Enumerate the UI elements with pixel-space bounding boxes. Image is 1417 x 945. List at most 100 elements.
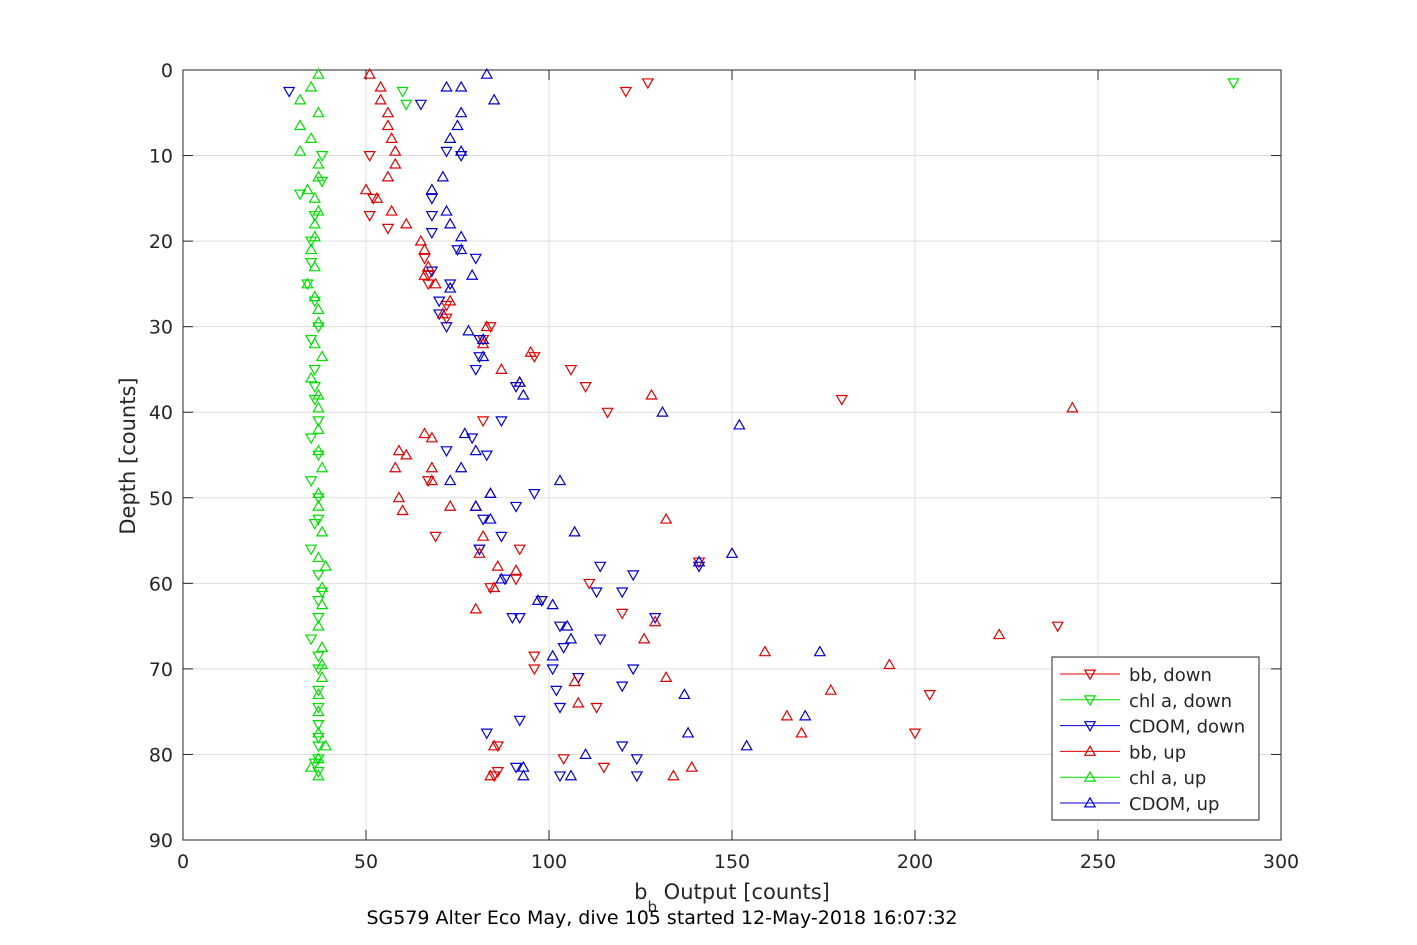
- marker-chl-a-down: [308, 296, 321, 308]
- marker-cdom-down: [513, 613, 526, 624]
- marker-bb-down: [579, 382, 592, 393]
- legend-label: chl a, down: [1129, 691, 1232, 712]
- marker-cdom-down: [553, 702, 567, 714]
- marker-bb-up: [645, 388, 658, 400]
- marker-bb-up: [487, 739, 501, 751]
- marker-bb-up: [418, 268, 431, 280]
- marker-chl-a-down: [293, 189, 307, 201]
- marker-cdom-down: [506, 613, 519, 624]
- legend-marker: [1083, 721, 1097, 733]
- marker-bb-up: [476, 529, 490, 541]
- marker-chl-a-up: [312, 204, 325, 216]
- marker-chl-a-up: [315, 641, 329, 653]
- marker-bb-up: [425, 474, 439, 486]
- marker-cdom-up: [692, 555, 706, 567]
- marker-cdom-up: [476, 333, 490, 344]
- marker-bb-up: [469, 499, 483, 511]
- marker-chl-a-up: [304, 371, 318, 383]
- marker-bb-up: [780, 709, 794, 721]
- marker-bb-up: [659, 671, 673, 682]
- marker-cdom-down: [440, 446, 453, 458]
- marker-cdom-up: [656, 405, 669, 417]
- marker-cdom-down: [425, 210, 439, 222]
- marker-bb-up: [385, 132, 398, 143]
- legend-label: bb, down: [1129, 665, 1212, 686]
- marker-cdom-down: [498, 574, 512, 586]
- marker-bb-down: [418, 253, 431, 265]
- marker-chl-a-down: [312, 570, 325, 582]
- marker-bb-down: [363, 151, 376, 162]
- marker-bb-down: [429, 531, 442, 543]
- marker-chl-a-down: [315, 587, 329, 599]
- marker-cdom-down: [469, 253, 483, 265]
- x-axis-label-rest: Output [counts]: [657, 880, 830, 904]
- marker-cdom-down: [425, 228, 439, 239]
- marker-cdom-down: [546, 664, 559, 676]
- marker-cdom-down: [480, 728, 494, 740]
- marker-chl-a-up: [319, 559, 332, 571]
- marker-cdom-up: [462, 324, 475, 336]
- marker-cdom-up: [579, 748, 592, 759]
- x-tick-label: 100: [531, 851, 567, 873]
- marker-chl-a-up: [312, 688, 325, 700]
- marker-chl-a-up: [308, 217, 321, 229]
- marker-bb-up: [758, 645, 772, 657]
- y-tick-label: 60: [149, 573, 173, 595]
- legend-marker: [1083, 669, 1097, 681]
- marker-chl-a-up: [312, 401, 325, 413]
- marker-cdom-up: [451, 119, 464, 131]
- legend-marker: [1083, 695, 1097, 707]
- marker-cdom-up: [443, 474, 457, 486]
- marker-chl-a-down: [308, 518, 321, 530]
- marker-bb-up: [495, 363, 508, 374]
- marker-bb-up: [359, 183, 373, 195]
- marker-bb-up: [509, 564, 523, 576]
- marker-chl-a-up: [308, 290, 321, 302]
- legend-entry-chl-a-down: chl a, down: [1060, 691, 1232, 712]
- series-chl-a-down: [293, 78, 1240, 778]
- marker-cdom-up: [568, 525, 581, 537]
- marker-chl-a-down: [312, 493, 325, 505]
- marker-chl-a-down: [304, 476, 318, 488]
- marker-cdom-up: [564, 632, 578, 644]
- x-tick-label: 200: [897, 851, 933, 873]
- marker-chl-a-up: [315, 350, 329, 362]
- marker-cdom-up: [458, 427, 472, 439]
- marker-cdom-down: [590, 587, 603, 599]
- marker-cdom-up: [733, 418, 746, 430]
- legend-entry-bb-up: bb, up: [1060, 742, 1186, 763]
- marker-bb-down: [421, 476, 435, 488]
- marker-bb-up: [425, 461, 439, 473]
- marker-chl-a-up: [312, 444, 325, 456]
- marker-bb-down: [421, 270, 435, 282]
- marker-bb-up: [667, 769, 680, 781]
- marker-bb-up: [436, 307, 450, 319]
- marker-bb-down: [615, 608, 629, 620]
- marker-chl-a-up: [312, 619, 325, 631]
- marker-cdom-up: [480, 67, 494, 79]
- marker-chl-a-up: [312, 67, 325, 79]
- marker-chl-a-down: [308, 382, 321, 393]
- legend-label: CDOM, down: [1129, 717, 1245, 738]
- marker-cdom-up: [725, 546, 739, 558]
- marker-bb-down: [923, 690, 936, 701]
- y-tick-label: 0: [161, 60, 173, 82]
- series-bb-up: [359, 67, 1079, 781]
- marker-cdom-up: [813, 645, 827, 657]
- marker-cdom-up: [440, 80, 453, 92]
- x-axis-label-main: b: [634, 880, 647, 904]
- marker-bb-up: [637, 632, 651, 644]
- marker-cdom-down: [451, 245, 464, 257]
- marker-bb-up: [473, 546, 486, 558]
- marker-bb-up: [484, 769, 497, 781]
- marker-cdom-up: [454, 461, 468, 473]
- legend-marker: [1083, 796, 1097, 808]
- marker-bb-down: [528, 651, 541, 663]
- marker-cdom-down: [465, 433, 479, 445]
- marker-cdom-up: [454, 144, 468, 156]
- marker-chl-a-up: [301, 183, 314, 195]
- marker-bb-down: [484, 322, 497, 334]
- marker-chl-a-down: [1227, 78, 1240, 90]
- marker-bb-up: [418, 243, 431, 255]
- marker-bb-up: [487, 581, 501, 593]
